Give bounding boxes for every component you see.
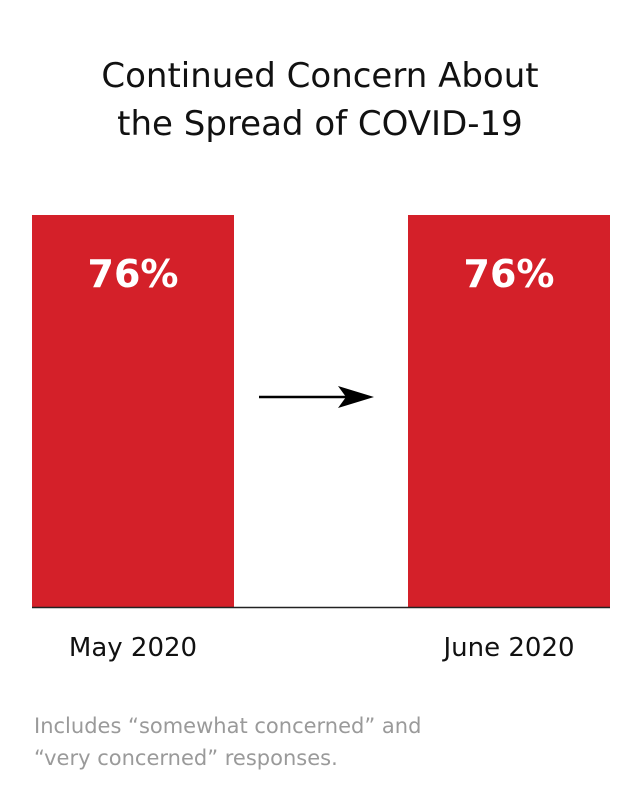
bar-1 [32,215,234,607]
footnote-line-1: Includes “somewhat concerned” and [34,714,422,738]
data-label-1: 76% [88,252,179,296]
chart-title: Continued Concern About the Spread of CO… [0,52,640,148]
category-label-1: May 2020 [69,633,197,663]
bar-2 [408,215,610,607]
chart-title-line-2: the Spread of COVID-19 [117,104,523,144]
category-label-2: June 2020 [441,633,574,663]
footnote-line-2: “very concerned” responses. [34,746,338,770]
data-label-2: 76% [464,252,555,296]
chart-title-line-1: Continued Concern About [101,56,539,96]
right-arrow-icon [259,386,374,408]
footnote: Includes “somewhat concerned” and “very … [34,710,594,774]
